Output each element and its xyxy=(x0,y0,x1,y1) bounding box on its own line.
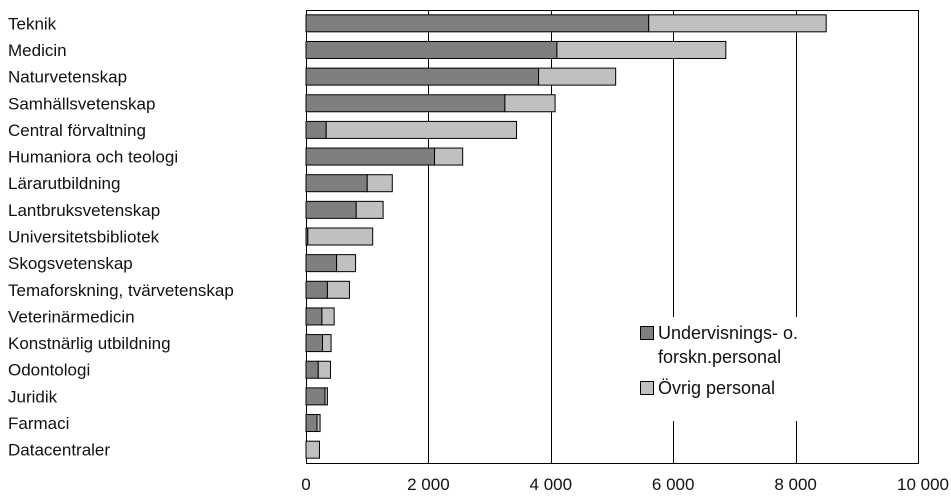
category-label: Konstnärlig utbildning xyxy=(8,334,171,353)
x-tick-label: 0 xyxy=(301,475,310,494)
legend-swatch-ovrig xyxy=(640,381,654,395)
bar-ovrig-10 xyxy=(326,280,350,299)
bar-undervisning-13 xyxy=(305,360,319,379)
category-label: Humaniora och teologi xyxy=(8,148,178,167)
bar-undervisning-14 xyxy=(305,387,326,406)
bar-undervisning-4 xyxy=(305,120,327,139)
bar-ovrig-4 xyxy=(325,120,518,139)
bar-ovrig-16 xyxy=(305,440,320,459)
x-tick-label: 4 000 xyxy=(530,475,573,494)
category-label: Skogsvetenskap xyxy=(8,254,133,273)
bar-ovrig-5 xyxy=(434,147,464,166)
bar-undervisning-1 xyxy=(305,40,558,59)
bar-ovrig-2 xyxy=(538,67,617,86)
bar-undervisning-9 xyxy=(305,254,338,273)
x-tick-labels: 0 2 000 4 000 6 000 8 000 10 000 xyxy=(301,475,949,494)
category-labels: Teknik Medicin Naturvetenskap Samhällsveten… xyxy=(8,14,234,459)
x-tick-label: 10 000 xyxy=(897,475,949,494)
category-label: Juridik xyxy=(8,387,58,406)
bar-ovrig-7 xyxy=(355,200,384,219)
bar-ovrig-12 xyxy=(322,334,332,353)
bar-undervisning-10 xyxy=(305,280,328,299)
bar-undervisning-3 xyxy=(305,94,506,113)
x-tick-label: 2 000 xyxy=(407,475,450,494)
category-label: Temaforskning, tvärvetenskap xyxy=(8,281,234,300)
legend-label-undervisning: Undervisnings- o. xyxy=(658,323,798,343)
bar-undervisning-5 xyxy=(305,147,436,166)
bar-ovrig-13 xyxy=(317,360,331,379)
bar-ovrig-6 xyxy=(366,174,393,193)
bar-undervisning-7 xyxy=(305,200,357,219)
bar-ovrig-9 xyxy=(336,254,357,273)
category-label: Veterinärmedicin xyxy=(8,307,135,326)
legend-background xyxy=(617,317,867,421)
category-label: Universitetsbibliotek xyxy=(8,228,160,247)
bar-ovrig-0 xyxy=(648,14,827,33)
category-label: Farmaci xyxy=(8,414,69,433)
category-label: Naturvetenskap xyxy=(8,68,127,87)
bar-ovrig-14 xyxy=(324,387,328,406)
category-label: Datacentraler xyxy=(8,441,110,460)
x-tick-label: 8 000 xyxy=(774,475,817,494)
bar-undervisning-6 xyxy=(305,174,368,193)
x-tick-label: 6 000 xyxy=(652,475,695,494)
category-label: Odontologi xyxy=(8,361,90,380)
bar-ovrig-15 xyxy=(316,414,321,433)
bar-ovrig-11 xyxy=(321,307,335,326)
bars xyxy=(305,14,827,459)
bar-ovrig-3 xyxy=(504,94,556,113)
legend-label-undervisning: forskn.personal xyxy=(658,347,781,367)
category-label: Medicin xyxy=(8,41,67,60)
category-label: Lantbruksvetenskap xyxy=(8,201,160,220)
bar-ovrig-1 xyxy=(556,40,727,59)
category-label: Lärarutbildning xyxy=(8,174,120,193)
bar-undervisning-12 xyxy=(305,334,324,353)
category-label: Central förvaltning xyxy=(8,121,146,140)
legend-label-ovrig: Övrig personal xyxy=(658,378,775,398)
bar-undervisning-11 xyxy=(305,307,323,326)
bar-ovrig-8 xyxy=(307,227,374,246)
bar-undervisning-0 xyxy=(305,14,650,33)
legend-swatch-undervisning xyxy=(640,326,654,340)
category-label: Samhällsvetenskap xyxy=(8,94,155,113)
legend: Undervisnings- o. forskn.personal Övrig pe… xyxy=(617,317,867,421)
bar-undervisning-2 xyxy=(305,67,540,86)
bar-undervisning-15 xyxy=(305,414,318,433)
category-label: Teknik xyxy=(8,14,57,33)
